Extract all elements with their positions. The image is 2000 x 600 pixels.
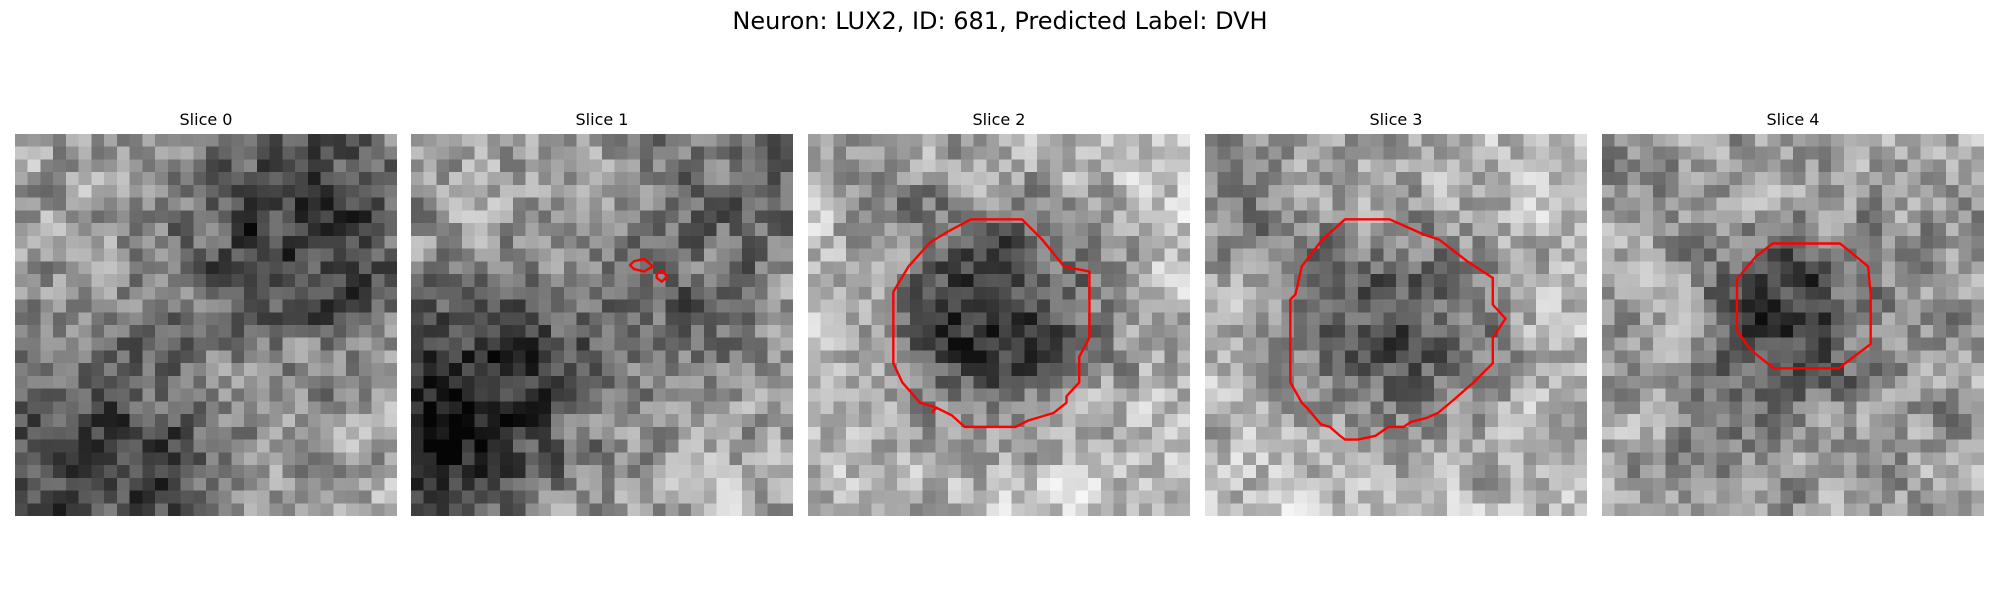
slice-panel-2: Slice 2 xyxy=(808,110,1190,516)
segmentation-contour xyxy=(893,219,1089,427)
slice-image xyxy=(808,134,1190,516)
slice-panel-4: Slice 4 xyxy=(1602,110,1984,516)
segmentation-contour xyxy=(1737,244,1871,369)
segmentation-contour xyxy=(657,270,667,281)
slice-image xyxy=(1205,134,1587,516)
slice-image xyxy=(411,134,793,516)
segmentation-contour xyxy=(1290,219,1505,439)
slice-title: Slice 0 xyxy=(179,110,233,129)
segmentation-contour xyxy=(630,259,653,272)
slice-panel-1: Slice 1 xyxy=(411,110,793,516)
slice-title: Slice 3 xyxy=(1369,110,1423,129)
slice-panel-0: Slice 0 xyxy=(15,110,397,516)
slice-title: Slice 2 xyxy=(972,110,1026,129)
slice-image xyxy=(15,134,397,516)
segmentation-contour xyxy=(933,408,937,412)
figure-title: Neuron: LUX2, ID: 681, Predicted Label: … xyxy=(732,7,1268,35)
slice-image xyxy=(1602,134,1984,516)
slice-title: Slice 4 xyxy=(1766,110,1820,129)
slice-panel-3: Slice 3 xyxy=(1205,110,1587,516)
slice-title: Slice 1 xyxy=(575,110,629,129)
